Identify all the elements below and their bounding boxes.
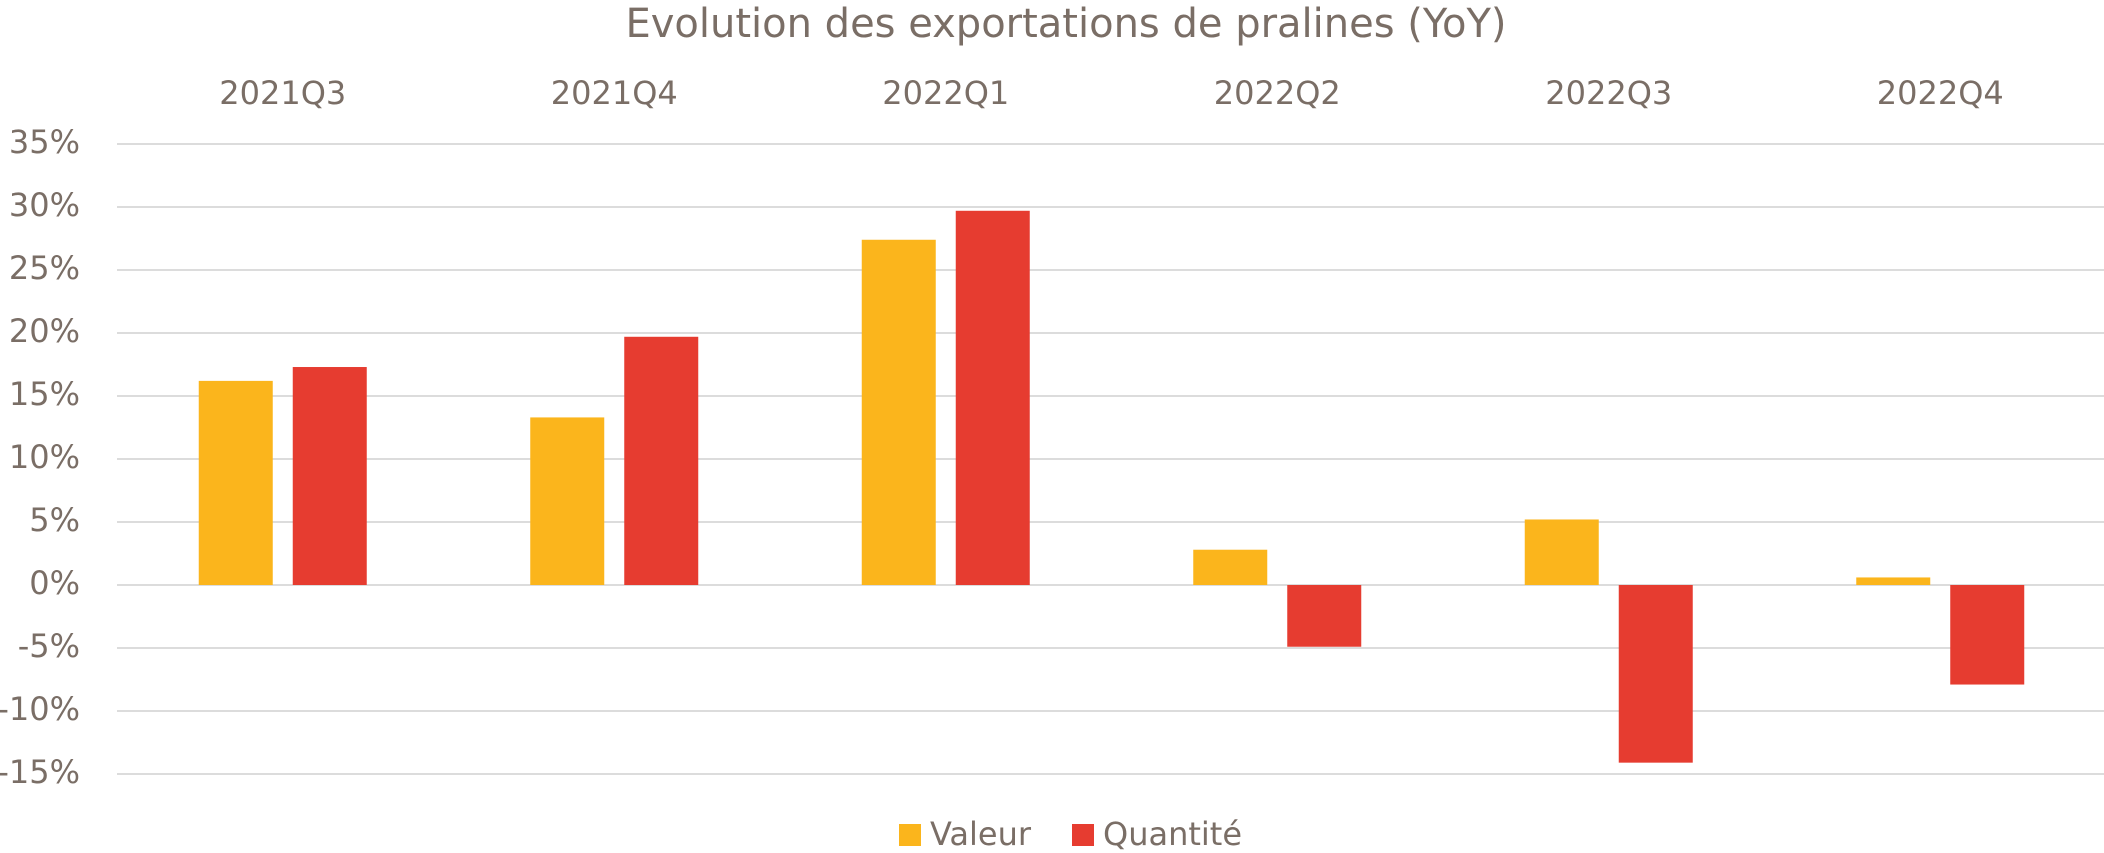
y-tick-label: -10% (0, 690, 80, 728)
y-tick-label: -5% (18, 627, 80, 665)
y-tick-label: 5% (29, 501, 80, 539)
legend-label: Quantité (1103, 815, 1242, 853)
bar (292, 367, 367, 585)
bar (198, 380, 273, 585)
y-tick-label: 0% (29, 564, 80, 602)
legend-label: Valeur (930, 815, 1032, 853)
legend-swatch (1072, 824, 1094, 846)
x-tick-label: 2022Q4 (1877, 74, 2004, 112)
y-tick-label: 10% (9, 438, 80, 476)
chart-title: Evolution des exportations de pralines (… (625, 1, 1506, 47)
x-tick-label: 2021Q3 (219, 74, 346, 112)
bar (624, 336, 699, 585)
bar (1618, 585, 1693, 763)
bar (1856, 577, 1931, 585)
y-tick-label: 35% (9, 123, 80, 161)
y-tick-label: 30% (9, 186, 80, 224)
y-tick-label: 20% (9, 312, 80, 350)
bar (1524, 519, 1599, 585)
bar (1287, 585, 1362, 647)
bar (861, 239, 936, 585)
bar (530, 417, 605, 585)
bar (1193, 549, 1268, 585)
legend-swatch (899, 824, 921, 846)
x-tick-label: 2022Q1 (882, 74, 1009, 112)
bar (955, 210, 1030, 585)
y-tick-label: 15% (9, 375, 80, 413)
x-tick-label: 2021Q4 (551, 74, 678, 112)
x-tick-label: 2022Q2 (1214, 74, 1341, 112)
x-tick-label: 2022Q3 (1545, 74, 1672, 112)
bar (1950, 585, 2025, 685)
y-tick-label: -15% (0, 753, 80, 791)
y-tick-label: 25% (9, 249, 80, 287)
